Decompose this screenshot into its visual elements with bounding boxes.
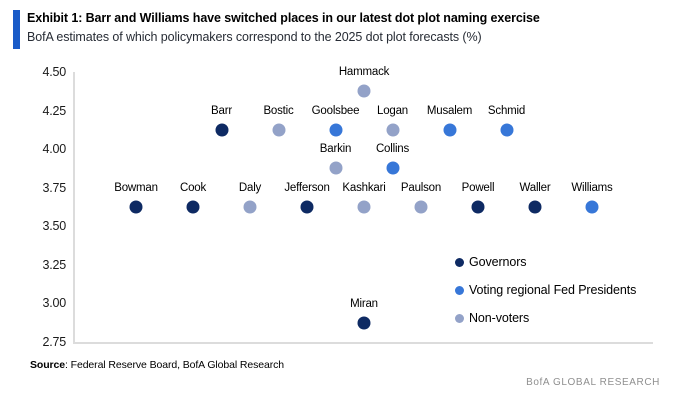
dot-schmid bbox=[500, 123, 513, 137]
legend-label-voter: Voting regional Fed Presidents bbox=[469, 283, 637, 297]
dot-williams bbox=[585, 200, 599, 214]
dot-jefferson bbox=[300, 200, 314, 214]
dot-label-bostic: Bostic bbox=[263, 104, 294, 117]
y-axis-tick-label: 2.75 bbox=[42, 335, 66, 349]
dot-label-collins: Collins bbox=[375, 143, 410, 156]
legend: Governors Voting regional Fed Presidents N… bbox=[455, 248, 636, 332]
dot-label-barkin: Barkin bbox=[319, 143, 352, 156]
dot-label-barr: Barr bbox=[211, 104, 232, 117]
plot-area: Bowman Cook Daly Jefferson Kashkari Paulson Po… bbox=[73, 66, 653, 344]
dot-label-daly: Daly bbox=[238, 182, 262, 194]
dot-label-logan: Logan bbox=[377, 104, 408, 117]
dot-barr bbox=[215, 123, 228, 137]
dot-powell bbox=[471, 200, 485, 214]
dot-label-williams: Williams bbox=[571, 182, 613, 194]
dot-label-waller: Waller bbox=[519, 182, 551, 194]
dot-label-hammack: Hammack bbox=[338, 66, 390, 79]
dot-barkin bbox=[329, 161, 342, 175]
dot-label-bowman: Bowman bbox=[114, 182, 158, 194]
dot-label-kashkari: Kashkari bbox=[342, 182, 386, 194]
dot-musalem bbox=[443, 123, 456, 137]
dot-label-powell: Powell bbox=[461, 182, 495, 194]
dot-label-goolsbee: Goolsbee bbox=[311, 104, 360, 117]
y-axis-tick-label: 3.50 bbox=[42, 219, 66, 234]
source-label: Source bbox=[30, 359, 65, 371]
legend-item-governor: Governors bbox=[455, 248, 636, 276]
y-axis-tick-label: 4.50 bbox=[42, 65, 66, 79]
dot-paulson bbox=[414, 200, 428, 214]
y-axis-tick-label: 4.00 bbox=[42, 142, 66, 157]
legend-label-nonvoter: Non-voters bbox=[469, 311, 530, 325]
exhibit-subtitle: BofA estimates of which policymakers cor… bbox=[27, 30, 482, 44]
dot-label-musalem: Musalem bbox=[426, 104, 473, 117]
header-accent-bar bbox=[13, 10, 20, 49]
legend-item-nonvoter: Non-voters bbox=[455, 304, 636, 332]
legend-label-governor: Governors bbox=[469, 255, 527, 269]
source-note: Source: Federal Reserve Board, BofA Glob… bbox=[30, 359, 284, 371]
dot-waller bbox=[528, 200, 542, 214]
dot-bostic bbox=[272, 123, 285, 137]
legend-dot-icon bbox=[455, 285, 464, 295]
y-axis-tick-label: 3.25 bbox=[42, 257, 66, 272]
dot-label-jefferson: Jefferson bbox=[284, 182, 330, 194]
dot-collins bbox=[386, 161, 399, 175]
y-axis-tick-label: 3.00 bbox=[42, 296, 66, 311]
bofa-global-research-brand: BofA GLOBAL RESEARCH bbox=[526, 377, 660, 388]
y-axis-tick-label: 3.75 bbox=[42, 180, 66, 195]
legend-dot-icon bbox=[455, 257, 464, 267]
exhibit-title: Exhibit 1: Barr and Williams have switch… bbox=[27, 11, 540, 25]
legend-dot-icon bbox=[455, 313, 464, 323]
dot-miran bbox=[357, 316, 371, 330]
dot-kashkari bbox=[357, 200, 371, 214]
dot-logan bbox=[386, 123, 399, 137]
dot-daly bbox=[243, 200, 257, 214]
dot-label-miran: Miran bbox=[350, 297, 378, 310]
dot-goolsbee bbox=[329, 123, 342, 137]
dot-hammack bbox=[357, 84, 371, 98]
dot-label-paulson: Paulson bbox=[400, 182, 442, 194]
legend-item-voter: Voting regional Fed Presidents bbox=[455, 276, 636, 304]
dot-label-cook: Cook bbox=[179, 182, 207, 194]
dot-label-schmid: Schmid bbox=[487, 104, 526, 117]
dot-bowman bbox=[129, 200, 143, 214]
dot-cook bbox=[186, 200, 200, 214]
source-text: : Federal Reserve Board, BofA Global Res… bbox=[65, 359, 285, 371]
y-axis-tick-label: 4.25 bbox=[42, 103, 66, 118]
